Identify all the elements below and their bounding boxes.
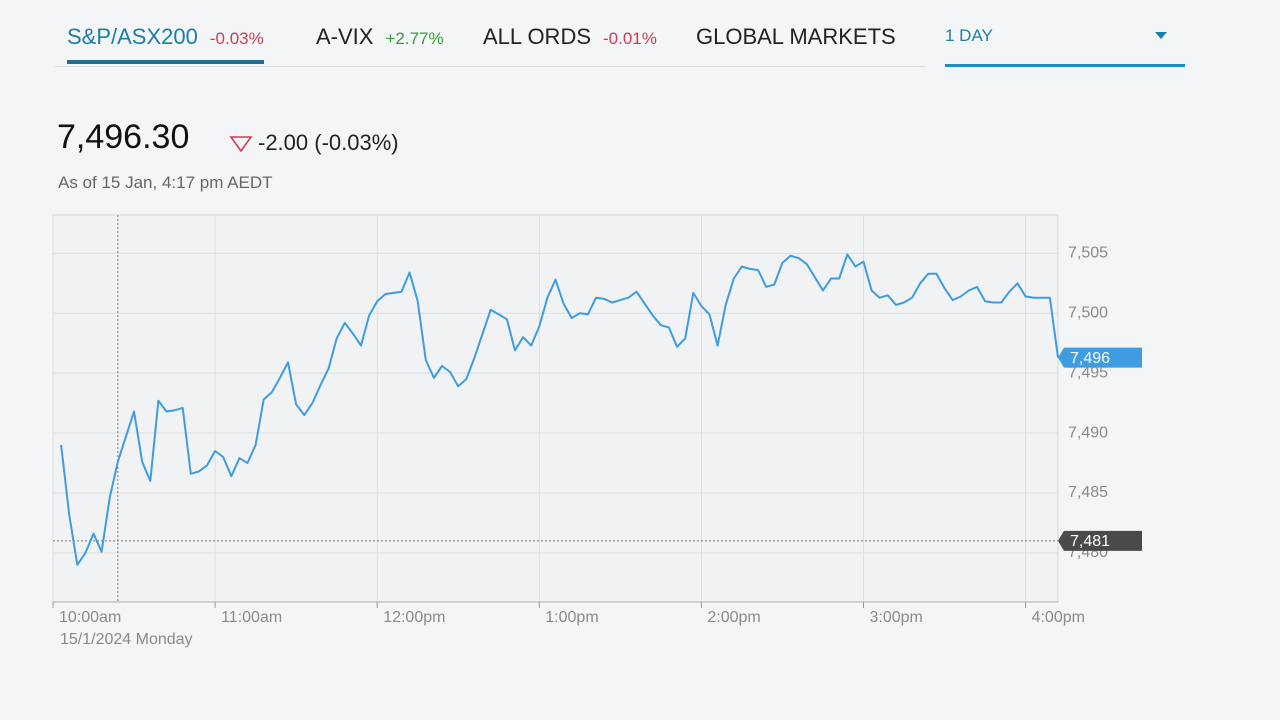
price: 7,496.30: [57, 118, 190, 156]
x-tick-label: 10:00am: [59, 609, 121, 626]
tab[interactable]: GLOBAL MARKETS: [696, 24, 896, 50]
y-tick-label: 7,500: [1068, 304, 1108, 321]
last-value-tag-box: [1058, 347, 1142, 368]
last-value-tag-label: 7,496: [1070, 350, 1110, 367]
market-tabs: S&P/ASX200 -0.03% A-VIX +2.77% ALL ORDS -0.…: [55, 0, 925, 67]
x-tick-label: 3:00pm: [869, 609, 922, 626]
as-of: As of 15 Jan, 4:17 pm AEDT: [58, 173, 273, 192]
crosshair-tag-box: [1058, 530, 1142, 551]
tab-change: -0.01%: [603, 29, 657, 48]
tab[interactable]: S&P/ASX200 -0.03%: [67, 24, 264, 64]
y-tick-label: 7,490: [1068, 424, 1108, 441]
tab[interactable]: ALL ORDS -0.01%: [483, 24, 657, 50]
tab-change: -0.03%: [209, 29, 264, 48]
x-tick-label: 4:00pm: [1032, 609, 1085, 626]
tab[interactable]: A-VIX +2.77%: [316, 24, 444, 50]
price-change: -2.00 (-0.03%): [258, 130, 399, 155]
x-tick-label: 1:00pm: [545, 609, 598, 626]
x-tick-label: 12:00pm: [383, 609, 445, 626]
tab-name: GLOBAL MARKETS: [696, 24, 896, 49]
down-triangle: [229, 136, 253, 153]
tab-name: A-VIX: [316, 24, 374, 49]
crosshair-tag-label: 7,481: [1070, 533, 1110, 550]
plot-area: [52, 214, 1059, 603]
price-line: [60, 253, 1059, 566]
tab-name: S&P/ASX200: [67, 24, 198, 49]
dropdown-arrow: [1155, 32, 1167, 39]
x-tick-label: 11:00am: [221, 609, 282, 626]
tab-name: ALL ORDS: [483, 24, 592, 49]
y-tick-label: 7,505: [1068, 245, 1108, 262]
range-dropdown[interactable]: 1 DAY: [945, 26, 1185, 67]
dropdown-label: 1 DAY: [945, 26, 993, 45]
x-tick-label: 2:00pm: [707, 609, 760, 626]
chart-subtitle: 15/1/2024 Monday: [60, 631, 193, 648]
tab-change: +2.77%: [385, 29, 444, 48]
y-tick-label: 7,495: [1068, 364, 1108, 381]
y-tick-label: 7,485: [1068, 484, 1108, 501]
